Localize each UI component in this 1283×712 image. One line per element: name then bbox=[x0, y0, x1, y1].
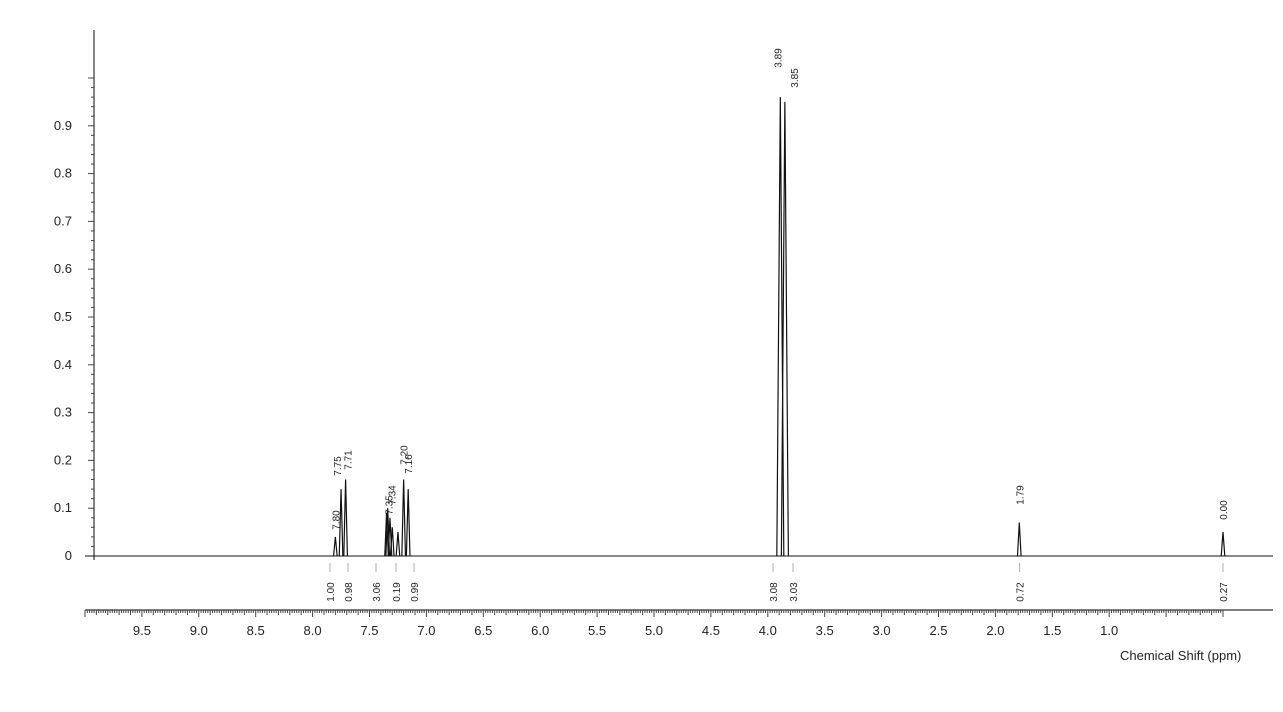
x-tick-label: 7.5 bbox=[360, 623, 378, 638]
x-tick-label: 3.0 bbox=[873, 623, 891, 638]
spectrum-peak bbox=[780, 101, 789, 557]
x-axis-title: Chemical Shift (ppm) bbox=[1120, 648, 1241, 663]
x-tick-label: 2.5 bbox=[929, 623, 947, 638]
spectrum-peak bbox=[1016, 522, 1022, 557]
y-tick-label: 0 bbox=[65, 548, 72, 563]
integral-label: 0.27 bbox=[1219, 582, 1230, 602]
x-tick-label: 1.0 bbox=[1100, 623, 1118, 638]
x-tick-label: 8.5 bbox=[247, 623, 265, 638]
integral-label: 0.99 bbox=[410, 582, 421, 602]
spectrum-group bbox=[85, 97, 1273, 557]
spectrum-peak bbox=[405, 489, 411, 557]
labels-group: 7.80 7.75 7.71 7.357.34 7.207.16 3.89 3.85 1.79… bbox=[326, 48, 1230, 602]
x-tick-label: 6.0 bbox=[531, 623, 549, 638]
integral-label: 1.00 bbox=[326, 582, 337, 602]
axes-group: 0 0.1 0.2 0.3 0.4 0.5 0.6 0.7 0.8 0.9 9.5 9.0 8.5 8.0… bbox=[54, 30, 1273, 638]
peak-label: 7.35 bbox=[385, 495, 396, 515]
peak-label: 7.80 bbox=[331, 510, 342, 530]
spectrum-peak bbox=[332, 536, 338, 557]
integral-label: 0.98 bbox=[344, 582, 355, 602]
x-tick-label: 1.5 bbox=[1043, 623, 1061, 638]
x-tick-label: 4.5 bbox=[702, 623, 720, 638]
x-tick-label: 5.0 bbox=[645, 623, 663, 638]
integral-label: 0.19 bbox=[392, 582, 403, 602]
peak-label: 7.20 bbox=[400, 445, 411, 465]
spectrum-peak bbox=[343, 479, 349, 557]
y-tick-label: 0.5 bbox=[54, 309, 72, 324]
x-tick-label: 4.0 bbox=[759, 623, 777, 638]
peak-label: 1.79 bbox=[1015, 485, 1026, 505]
spectrum-peak bbox=[389, 527, 395, 557]
y-tick-label: 0.3 bbox=[54, 405, 72, 420]
peak-label: 3.85 bbox=[790, 68, 801, 88]
x-tick-label: 9.0 bbox=[190, 623, 208, 638]
x-tick-label: 2.0 bbox=[986, 623, 1004, 638]
x-tick-label: 5.5 bbox=[588, 623, 606, 638]
y-tick-label: 0.1 bbox=[54, 500, 72, 515]
y-tick-label: 0.6 bbox=[54, 261, 72, 276]
integral-label: 3.03 bbox=[789, 582, 800, 602]
integral-label: 3.08 bbox=[769, 582, 780, 602]
y-tick-label: 0.4 bbox=[54, 357, 72, 372]
y-tick-label: 0.9 bbox=[54, 118, 72, 133]
x-tick-label: 7.0 bbox=[417, 623, 435, 638]
x-tick-label: 9.5 bbox=[133, 623, 151, 638]
spectrum-peak bbox=[384, 512, 389, 557]
integral-label: 0.72 bbox=[1015, 582, 1026, 602]
x-tick-label: 3.5 bbox=[816, 623, 834, 638]
y-tick-label: 0.8 bbox=[54, 166, 72, 181]
spectrum-peak bbox=[1220, 532, 1226, 557]
spectrum-peak bbox=[395, 532, 401, 557]
x-tick-label: 6.5 bbox=[474, 623, 492, 638]
peak-label: 7.75 bbox=[333, 456, 344, 476]
spectrum-peak bbox=[338, 489, 344, 557]
peak-label: 7.16 bbox=[404, 454, 415, 474]
y-tick-label: 0.7 bbox=[54, 213, 72, 228]
integral-label: 3.06 bbox=[372, 582, 383, 602]
peak-label: 0.00 bbox=[1219, 500, 1230, 520]
peak-label: 7.34 bbox=[388, 485, 399, 505]
y-tick-label: 0.2 bbox=[54, 452, 72, 467]
peak-label: 3.89 bbox=[773, 48, 784, 68]
spectrum-peak bbox=[401, 479, 407, 557]
peak-label: 7.71 bbox=[344, 450, 355, 470]
x-tick-label: 8.0 bbox=[304, 623, 322, 638]
